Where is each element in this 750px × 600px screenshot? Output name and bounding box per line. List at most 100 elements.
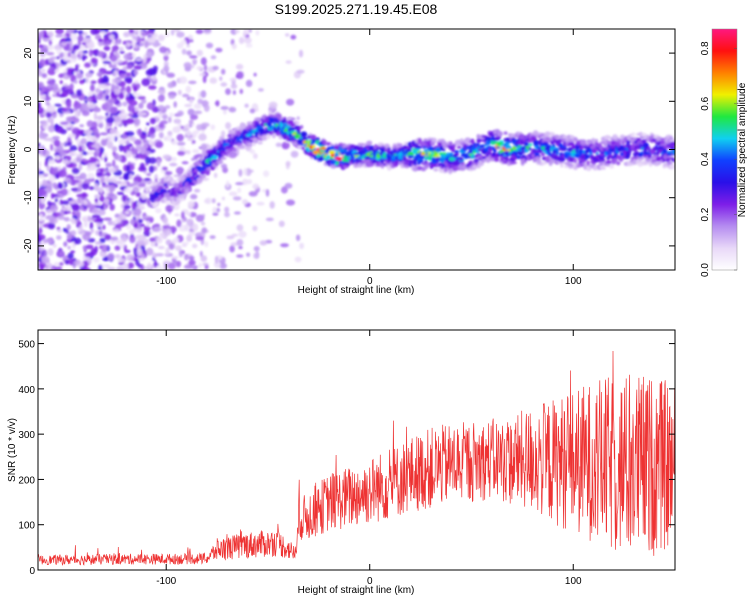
noise-blob <box>63 210 69 215</box>
noise-blob <box>159 46 167 54</box>
noise-blob <box>139 42 144 47</box>
noise-blob <box>122 214 127 220</box>
noise-blob <box>147 132 154 136</box>
noise-blob <box>60 208 65 217</box>
noise-blob <box>118 92 125 100</box>
noise-blob <box>164 32 170 38</box>
noise-blob <box>55 125 64 134</box>
ridge-blob <box>601 158 606 162</box>
noise-blob <box>82 50 89 54</box>
ridge-blob <box>473 158 480 163</box>
noise-blob <box>41 120 48 127</box>
noise-blob <box>259 240 268 246</box>
noise-blob <box>42 223 50 228</box>
noise-blob <box>71 217 76 225</box>
noise-blob <box>141 78 151 87</box>
ridge-blob <box>584 154 591 159</box>
noise-blob <box>220 82 228 87</box>
noise-blob <box>123 244 127 252</box>
ridge-blob <box>589 164 596 169</box>
noise-blob <box>104 198 110 205</box>
noise-blob <box>38 81 44 89</box>
noise-blob <box>105 116 115 124</box>
snr-series-line <box>38 350 675 566</box>
noise-blob <box>71 167 80 175</box>
noise-blob <box>133 247 137 253</box>
noise-blob <box>126 183 135 188</box>
noise-blob <box>200 101 210 105</box>
noise-blob <box>53 262 60 266</box>
noise-blob <box>83 106 90 112</box>
noise-blob <box>138 218 143 224</box>
noise-blob <box>184 224 190 232</box>
ridge-blob <box>573 137 578 142</box>
ridge-blob <box>283 118 287 122</box>
noise-blob <box>43 250 47 256</box>
noise-blob <box>100 157 104 161</box>
ridge-blob <box>619 158 623 162</box>
noise-blob <box>59 80 63 85</box>
ridge-blob <box>418 159 424 163</box>
noise-blob <box>79 124 84 128</box>
noise-blob <box>149 230 154 236</box>
ridge-blob <box>552 144 556 147</box>
colorbar-frame <box>711 28 738 271</box>
ridge-blob <box>410 160 415 165</box>
noise-blob <box>54 198 59 203</box>
ridge-blob <box>326 154 331 159</box>
noise-blob <box>162 154 171 160</box>
noise-blob <box>125 118 135 124</box>
noise-blob <box>112 72 117 77</box>
noise-blob <box>225 122 232 130</box>
noise-blob <box>108 98 116 103</box>
noise-blob <box>46 52 55 56</box>
noise-blob <box>125 93 130 97</box>
noise-blob <box>99 176 105 184</box>
noise-blob <box>155 43 162 47</box>
noise-blob <box>131 201 137 209</box>
ridge-blob <box>459 157 464 162</box>
noise-blob <box>100 139 108 147</box>
noise-blob <box>135 58 143 62</box>
ridge-blob <box>443 168 448 172</box>
noise-blob <box>93 257 100 263</box>
colorbar-tick-label: 0.0 <box>700 263 711 277</box>
colorbar-ticks: 0.0 0.2 0.4 0.6 0.8 <box>700 41 737 277</box>
noise-blob <box>200 57 207 66</box>
noise-blob <box>134 29 140 33</box>
snr-ytick-label: 400 <box>18 385 35 396</box>
noise-blob <box>66 101 72 109</box>
noise-blob <box>123 31 130 38</box>
ridge-blob <box>219 159 223 165</box>
noise-blob <box>203 64 208 72</box>
ridge-blob <box>289 127 296 131</box>
noise-blob <box>157 89 166 94</box>
noise-blob <box>126 254 135 262</box>
noise-blob <box>63 57 69 62</box>
noise-blob <box>76 138 80 145</box>
ridge-blob <box>397 143 403 147</box>
noise-blob <box>48 39 53 46</box>
noise-blob <box>172 126 181 134</box>
spectrogram-ylabel: Frequency (Hz) <box>7 116 18 185</box>
noise-blob <box>41 255 50 264</box>
noise-blob <box>88 50 93 57</box>
ridge-blob <box>438 142 443 146</box>
noise-blob <box>104 40 112 46</box>
noise-blob <box>213 172 218 178</box>
noise-blob <box>111 146 118 152</box>
noise-blob <box>296 69 305 74</box>
spectrogram-ytick-label: 0 <box>23 146 34 152</box>
noise-blob <box>234 29 240 34</box>
noise-blob <box>196 124 203 131</box>
ridge-blob <box>634 151 640 156</box>
noise-blob <box>112 150 116 157</box>
noise-blob <box>107 252 115 261</box>
noise-blob <box>162 228 172 236</box>
noise-blob <box>114 180 123 184</box>
noise-blob <box>51 167 56 176</box>
noise-blob <box>88 186 95 191</box>
noise-blob <box>144 150 151 156</box>
noise-blob <box>128 230 135 235</box>
noise-blob <box>55 34 64 38</box>
